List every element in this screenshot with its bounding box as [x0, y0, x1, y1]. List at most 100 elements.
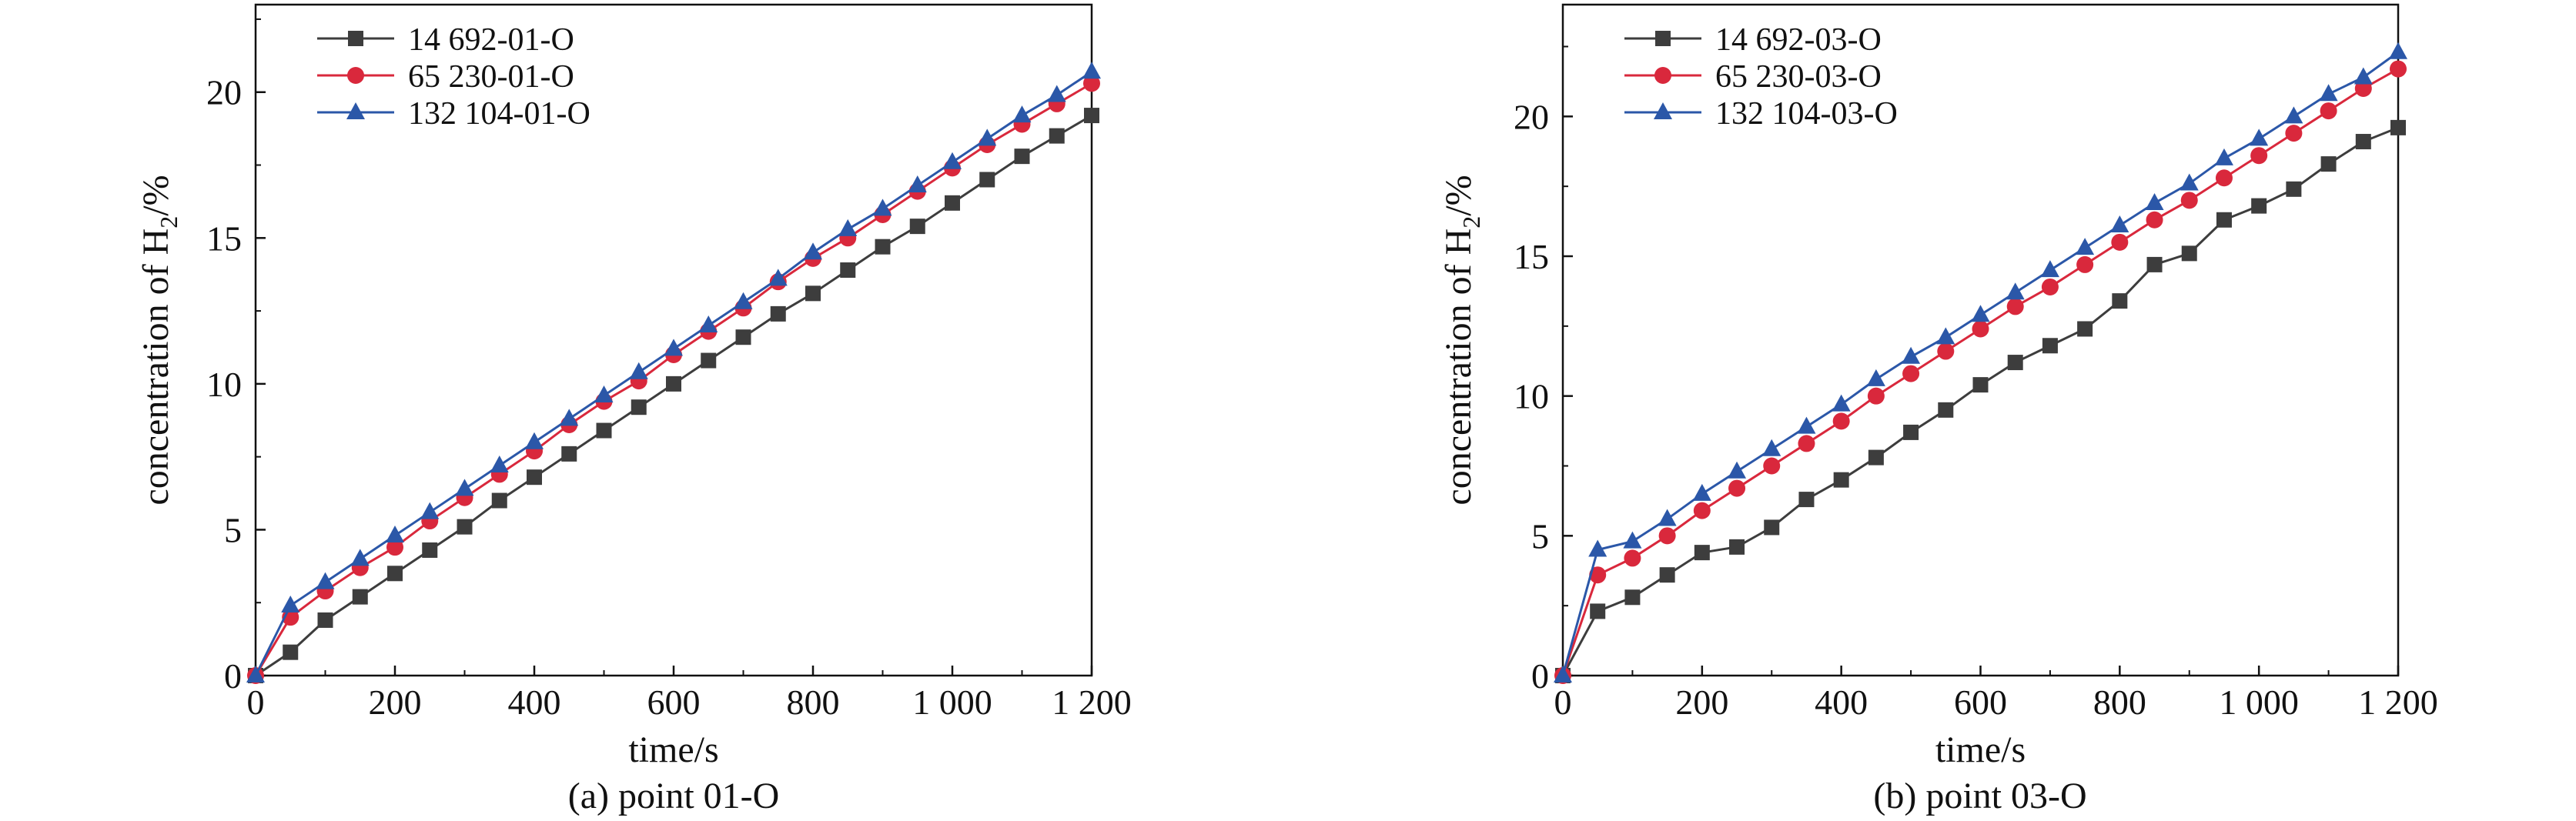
data-point-triangle	[1902, 346, 1921, 364]
data-point-triangle	[1623, 531, 1642, 549]
data-point-triangle	[2319, 84, 2338, 102]
data-point-square	[2042, 338, 2058, 354]
x-tick-label: 200	[1675, 682, 1728, 722]
data-point-square	[701, 352, 717, 369]
y-tick-label: 20	[206, 73, 242, 112]
data-point-square	[909, 219, 925, 235]
data-point-circle	[2250, 147, 2268, 165]
data-point-triangle	[1658, 509, 1677, 526]
x-tick-label: 0	[1554, 682, 1572, 722]
legend-item: 14 692-03-O	[1624, 22, 1882, 58]
legend-item: 65 230-01-O	[317, 59, 574, 95]
data-point-square	[979, 172, 995, 188]
data-point-circle	[1589, 566, 1607, 584]
data-point-square	[1868, 449, 1884, 466]
data-point-square	[1655, 31, 1671, 46]
data-point-circle	[2390, 60, 2407, 78]
data-point-circle	[2076, 255, 2094, 273]
data-point-square	[457, 519, 473, 535]
data-point-square	[2251, 198, 2267, 214]
data-point-square	[770, 305, 786, 322]
data-point-triangle	[246, 666, 265, 682]
y-axis-label: concentration of H2/%	[1438, 175, 1485, 505]
legend-label: 65 230-03-O	[1715, 59, 1882, 95]
legend-label: 14 692-03-O	[1715, 22, 1882, 58]
y-axis-label-subscript: 2	[1457, 216, 1485, 229]
data-point-triangle	[838, 219, 858, 236]
y-axis-label: concentration of H2/%	[135, 175, 182, 505]
legend-label: 14 692-01-O	[408, 22, 574, 58]
data-point-circle	[1763, 457, 1781, 475]
y-tick-label: 5	[1531, 516, 1549, 556]
data-point-triangle	[2110, 215, 2129, 233]
data-point-square	[2216, 212, 2232, 228]
data-point-square	[596, 422, 612, 439]
data-point-circle	[1728, 479, 1746, 497]
data-point-triangle	[873, 199, 892, 216]
y-tick-label: 5	[224, 510, 242, 549]
data-point-circle	[2111, 233, 2129, 251]
x-tick-label: 1 000	[912, 682, 992, 722]
data-point-circle	[1832, 412, 1850, 430]
data-point-triangle	[1832, 394, 1851, 412]
data-point-triangle	[2214, 148, 2233, 165]
data-point-triangle	[1588, 539, 1607, 557]
series-3	[246, 62, 1101, 682]
x-tick-label: 400	[508, 682, 561, 722]
x-tick-label: 1 000	[2219, 682, 2299, 722]
series-2	[1554, 60, 2407, 684]
y-axis-label-main: concentration of H	[135, 229, 176, 506]
data-point-triangle	[2250, 128, 2269, 146]
data-point-triangle	[1082, 62, 1101, 79]
data-point-triangle	[1728, 461, 1747, 479]
data-point-square	[1014, 149, 1030, 165]
data-point-square	[1798, 492, 1815, 508]
data-point-triangle	[1866, 369, 1885, 386]
series-line	[1561, 68, 2399, 676]
data-point-triangle	[2145, 192, 2164, 210]
data-point-square	[1590, 603, 1606, 619]
x-tick-label: 1 200	[1052, 682, 1132, 722]
data-point-square	[735, 329, 751, 345]
data-point-triangle	[699, 315, 718, 333]
data-point-square	[2390, 119, 2406, 135]
data-point-circle	[1658, 527, 1676, 545]
data-point-triangle	[978, 128, 997, 146]
data-point-triangle	[2006, 282, 2025, 300]
x-tick-label: 200	[369, 682, 422, 722]
data-point-square	[2146, 256, 2163, 272]
data-point-triangle	[1971, 305, 1990, 322]
data-point-triangle	[1692, 483, 1711, 501]
data-point-triangle	[768, 269, 788, 286]
legend-item: 132 104-01-O	[317, 96, 590, 132]
x-tick-label: 1 200	[2358, 682, 2438, 722]
data-point-circle	[2354, 80, 2372, 97]
y-tick-label: 10	[206, 365, 242, 404]
data-point-triangle	[560, 409, 579, 426]
y-axis-label-subscript: 2	[155, 216, 182, 229]
data-point-square	[561, 446, 577, 462]
data-point-triangle	[1047, 85, 1066, 102]
x-axis-label: time/s	[628, 729, 718, 770]
data-point-circle	[1972, 320, 1989, 338]
legend-label: 132 104-03-O	[1715, 96, 1898, 132]
data-point-square	[1624, 589, 1641, 606]
chart-panel-b: 0 200 400 600 800 1 000 1 200 0 5 10 15 20 time/s con…	[1438, 3, 2438, 816]
data-point-square	[2355, 134, 2371, 150]
data-point-circle	[1798, 435, 1815, 452]
y-tick-label: 20	[1514, 97, 1549, 136]
data-point-triangle	[2076, 238, 2095, 255]
data-point-square	[1903, 424, 1919, 440]
data-point-square	[1049, 128, 1065, 144]
data-point-triangle	[1797, 416, 1816, 434]
x-tick-label: 800	[2093, 682, 2146, 722]
x-tick-label: 0	[247, 682, 265, 722]
data-point-square	[491, 492, 507, 509]
y-axis-label-main: concentration of H	[1438, 229, 1479, 506]
data-point-circle	[2285, 125, 2303, 142]
data-point-triangle	[734, 292, 753, 309]
data-point-square	[1764, 519, 1780, 536]
data-point-triangle	[2284, 106, 2303, 124]
legend-label: 65 230-01-O	[408, 59, 574, 95]
